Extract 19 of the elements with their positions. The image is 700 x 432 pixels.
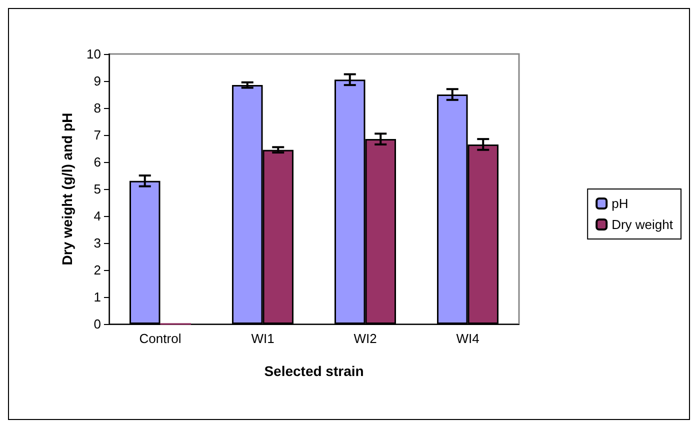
y-tick-label: 5 <box>94 182 101 196</box>
y-tick-label: 8 <box>94 100 101 116</box>
x-tick-label: Control <box>139 331 182 346</box>
y-tick-label: 3 <box>94 236 101 250</box>
y-tick-label: 2 <box>94 262 101 278</box>
x-tick-label: WI1 <box>251 331 274 346</box>
y-tick-label: 6 <box>94 154 101 170</box>
y-tick-label: 7 <box>94 128 101 142</box>
x-tick-label: WI4 <box>456 331 480 346</box>
legend-label: pH <box>612 196 628 211</box>
y-tick-label: 4 <box>94 208 101 224</box>
y-tick-label: 9 <box>94 74 101 88</box>
y-axis-title: Dry weight (g/l) and pH <box>59 112 75 266</box>
y-tick-label: 10 <box>86 46 101 62</box>
legend-label: Dry weight <box>612 217 674 232</box>
x-tick-label: WI2 <box>354 331 377 346</box>
x-axis-title: Selected strain <box>264 363 364 379</box>
y-tick-label: 1 <box>94 290 101 304</box>
y-tick-label: 0 <box>94 316 101 332</box>
